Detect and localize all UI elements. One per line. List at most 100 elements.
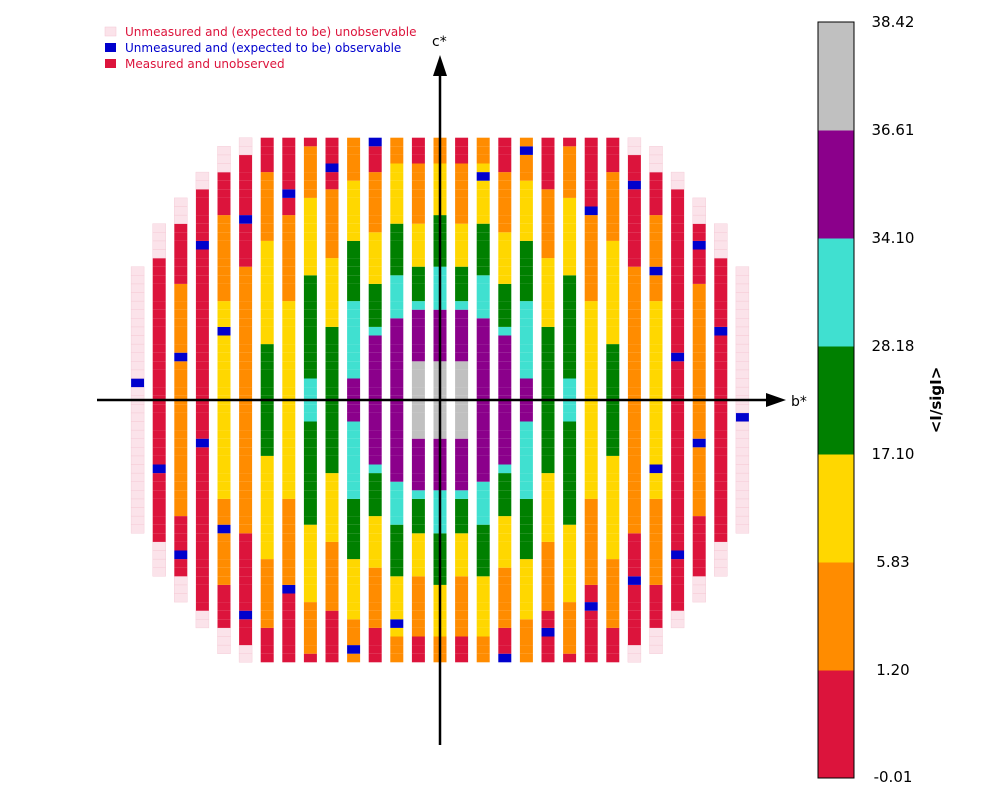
heatmap-cell [195,232,209,241]
heatmap-cell [347,352,361,362]
heatmap-cell [260,602,274,611]
heatmap-cell [714,275,728,284]
heatmap-cell [368,645,382,654]
heatmap-cell [606,438,620,448]
heatmap-cell [584,490,598,499]
heatmap-cell [195,507,209,517]
heatmap-cell [174,214,188,224]
heatmap-cell [282,154,296,164]
heatmap-cell [476,602,490,611]
heatmap-cell [735,326,750,336]
heatmap-cell [498,154,512,164]
heatmap-cell [217,292,231,302]
heatmap-cell [411,137,425,147]
heatmap-cell [498,352,512,362]
heatmap-cell [649,292,663,302]
heatmap-cell [260,430,274,439]
heatmap-cell [347,559,361,568]
heatmap-cell [714,249,728,259]
heatmap-cell [455,550,469,560]
heatmap-cell [714,558,728,568]
heatmap-cell [368,438,382,448]
heatmap-cell [303,197,317,207]
heatmap-cell [476,275,490,284]
heatmap-cell [584,481,598,491]
heatmap-cell [282,576,296,585]
heatmap-cell [541,481,555,491]
heatmap-cell [455,404,469,413]
heatmap-cell [519,636,533,646]
heatmap-cell [260,223,274,233]
heatmap-cell [325,172,339,181]
heatmap-cell [368,352,382,362]
heatmap-cell [239,593,253,603]
heatmap-cell [519,146,533,155]
heatmap-cell [476,361,490,370]
heatmap-cell [541,378,555,388]
heatmap-cell [671,223,685,233]
heatmap-cell [260,197,274,207]
heatmap-cell [390,490,404,499]
heatmap-cell [541,318,555,327]
heatmap-cell [260,576,274,585]
heatmap-cell [174,369,188,379]
heatmap-cell [239,326,253,336]
heatmap-cell [217,584,231,594]
heatmap-cell [238,137,253,147]
heatmap-cell [239,438,253,448]
heatmap-cell [584,206,598,216]
heatmap-cell [563,610,577,620]
heatmap-cell [411,172,425,181]
heatmap-cell [325,619,339,628]
heatmap-cell [347,550,361,560]
heatmap-cell [368,266,382,276]
heatmap-cell [195,576,209,585]
heatmap-cell [606,498,620,508]
heatmap-cell [455,266,469,276]
heatmap-cell [735,266,750,276]
heatmap-cell [584,378,598,388]
heatmap-cell [519,240,533,250]
heatmap-cell [606,326,620,336]
heatmap-cell [563,326,577,336]
heatmap-cell [325,352,339,362]
heatmap-cell [390,473,404,482]
heatmap-cell [476,507,490,517]
heatmap-cell [519,223,533,233]
heatmap-cell [606,404,620,413]
heatmap-cell [411,541,425,551]
heatmap-cell [735,335,750,345]
heatmap-cell [671,404,685,413]
heatmap-cell [455,473,469,482]
heatmap-cell [541,275,555,284]
heatmap-cell [671,516,685,525]
heatmap-cell [174,498,188,508]
heatmap-cell [498,361,512,370]
heatmap-cell [519,154,533,164]
heatmap-cell [217,197,231,207]
heatmap-cell [455,533,469,542]
heatmap-cell [174,576,188,586]
heatmap-cell [476,154,490,164]
heatmap-cell [692,473,706,482]
heatmap-cell [325,292,339,302]
heatmap-cell [260,619,274,628]
heatmap-cell [671,550,685,560]
heatmap-cell [217,524,231,534]
heatmap-cell [390,645,404,654]
heatmap-cell [411,464,425,474]
heatmap-cell [152,558,166,568]
legend-marker-unobservable [104,26,117,37]
heatmap-cell [671,369,685,379]
heatmap-cell [649,318,663,327]
heatmap-cell [282,172,296,181]
heatmap-cell [455,421,469,431]
heatmap-cell [692,266,706,276]
heatmap-cell [195,318,209,327]
heatmap-cell [541,137,555,147]
heatmap-cell [260,404,274,413]
heatmap-cell [455,627,469,637]
heatmap-cell [368,516,382,525]
heatmap-cell [303,412,317,422]
heatmap-cell [217,275,231,284]
